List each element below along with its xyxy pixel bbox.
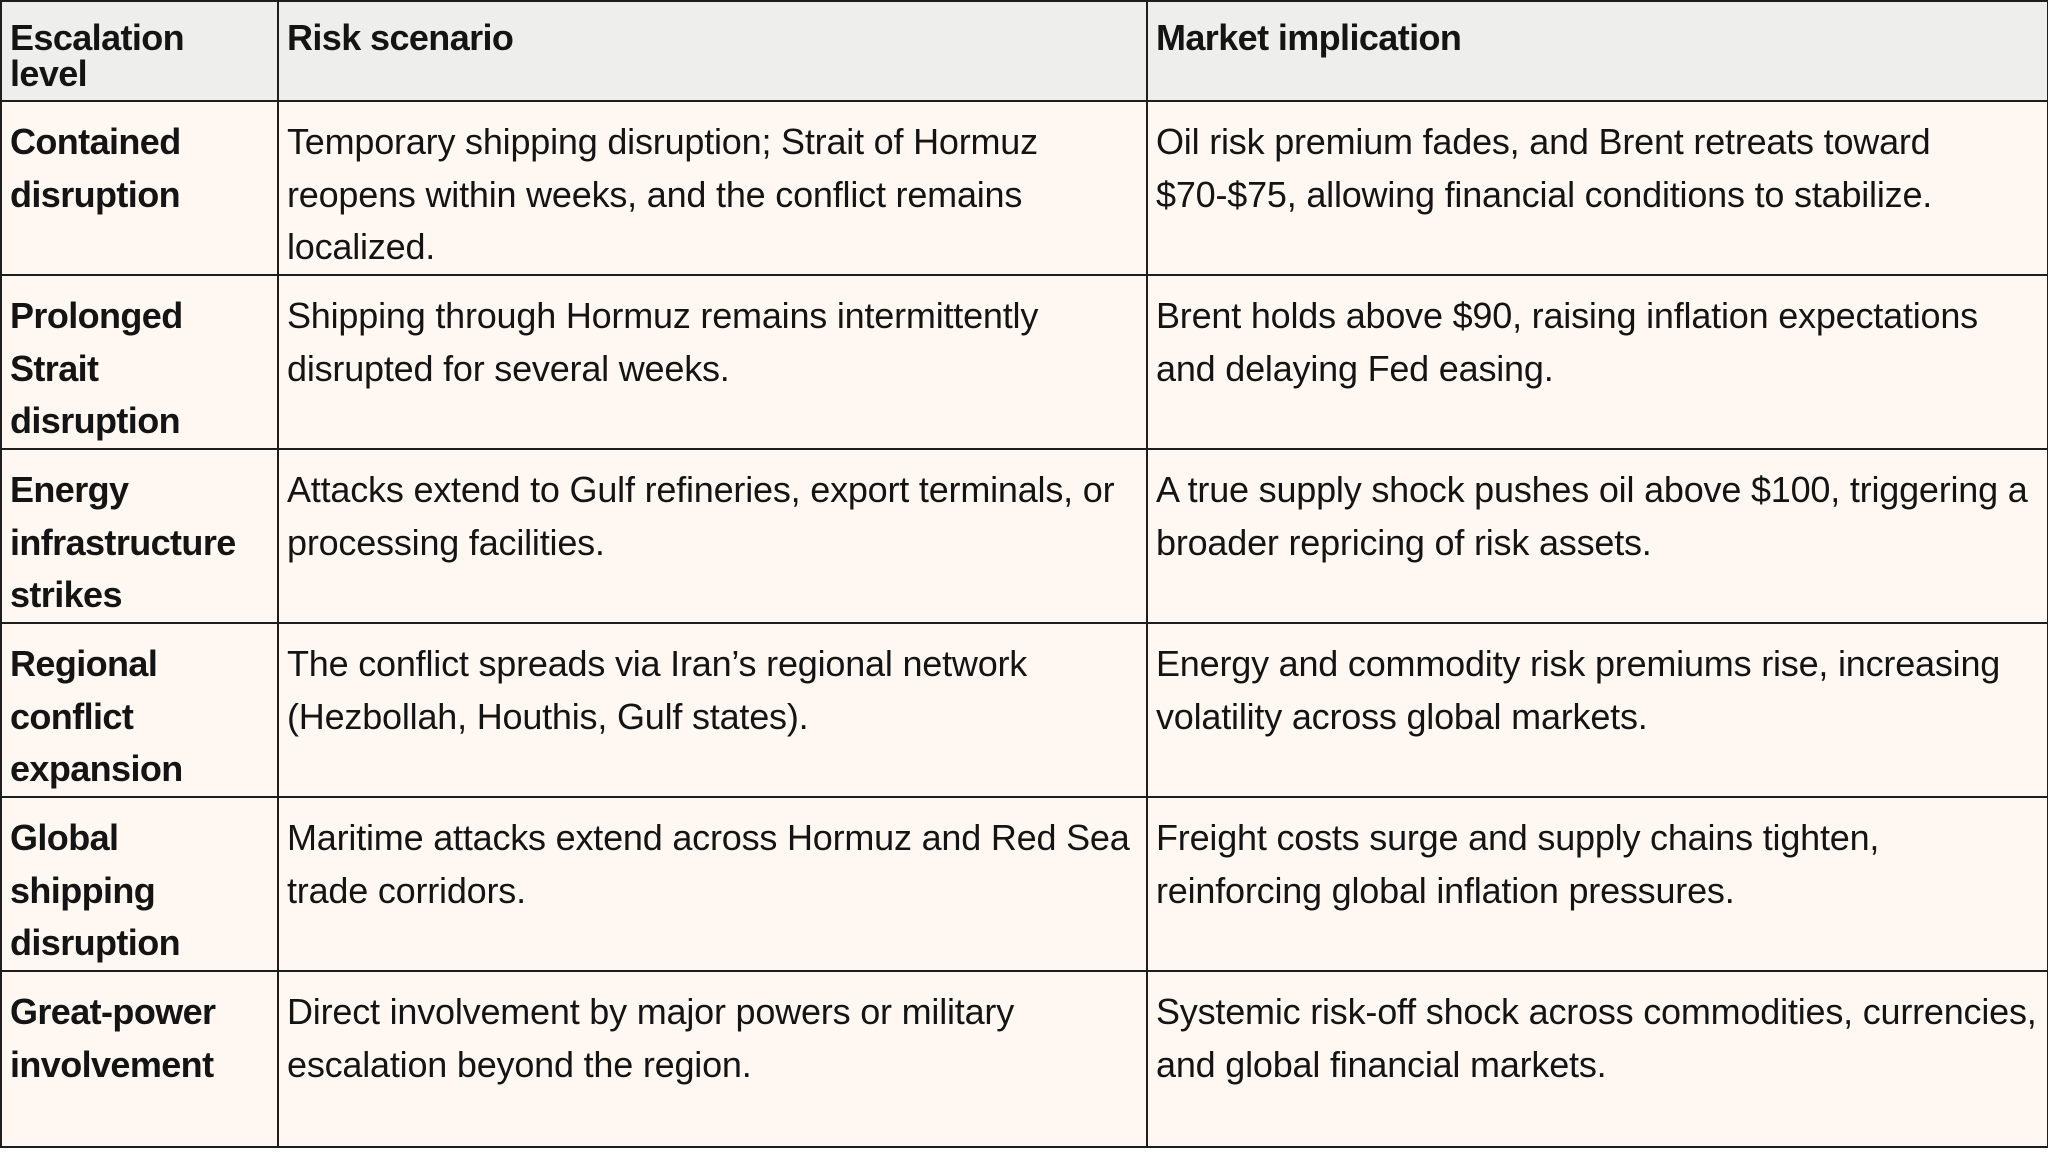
escalation-level-cell: Regional conflict expansion — [0, 622, 279, 798]
header-row: Escalation level Risk scenario Market im… — [0, 0, 2048, 102]
table-header: Escalation level Risk scenario Market im… — [0, 0, 2048, 102]
market-implication-cell: Brent holds above $90, raising inflation… — [1146, 274, 2048, 450]
escalation-level-cell: Energy infrastructure strikes — [0, 448, 279, 624]
escalation-level-cell: Prolonged Strait disruption — [0, 274, 279, 450]
risk-scenario-cell: Direct involvement by major powers or mi… — [277, 970, 1148, 1148]
risk-scenario-cell: Attacks extend to Gulf refineries, expor… — [277, 448, 1148, 624]
table-row: Regional conflict expansion The conflict… — [0, 622, 2048, 798]
header-escalation-level: Escalation level — [0, 0, 279, 102]
escalation-level-cell: Great-power involvement — [0, 970, 279, 1148]
header-market-implication: Market implication — [1146, 0, 2048, 102]
market-implication-cell: Oil risk premium fades, and Brent retrea… — [1146, 100, 2048, 276]
risk-scenario-cell: Shipping through Hormuz remains intermit… — [277, 274, 1148, 450]
header-risk-scenario: Risk scenario — [277, 0, 1148, 102]
table-row: Prolonged Strait disruption Shipping thr… — [0, 274, 2048, 450]
table-body: Contained disruption Temporary shipping … — [0, 100, 2048, 1148]
risk-scenario-cell: Temporary shipping disruption; Strait of… — [277, 100, 1148, 276]
market-implication-cell: Freight costs surge and supply chains ti… — [1146, 796, 2048, 972]
escalation-level-cell: Global shipping disruption — [0, 796, 279, 972]
escalation-level-cell: Contained disruption — [0, 100, 279, 276]
market-implication-cell: Systemic risk-off shock across commoditi… — [1146, 970, 2048, 1148]
table-row: Energy infrastructure strikes Attacks ex… — [0, 448, 2048, 624]
risk-scenario-cell: The conflict spreads via Iran’s regional… — [277, 622, 1148, 798]
table-row: Contained disruption Temporary shipping … — [0, 100, 2048, 276]
market-implication-cell: Energy and commodity risk premiums rise,… — [1146, 622, 2048, 798]
risk-scenario-cell: Maritime attacks extend across Hormuz an… — [277, 796, 1148, 972]
table-row: Great-power involvement Direct involveme… — [0, 970, 2048, 1148]
table-row: Global shipping disruption Maritime atta… — [0, 796, 2048, 972]
market-implication-cell: A true supply shock pushes oil above $10… — [1146, 448, 2048, 624]
